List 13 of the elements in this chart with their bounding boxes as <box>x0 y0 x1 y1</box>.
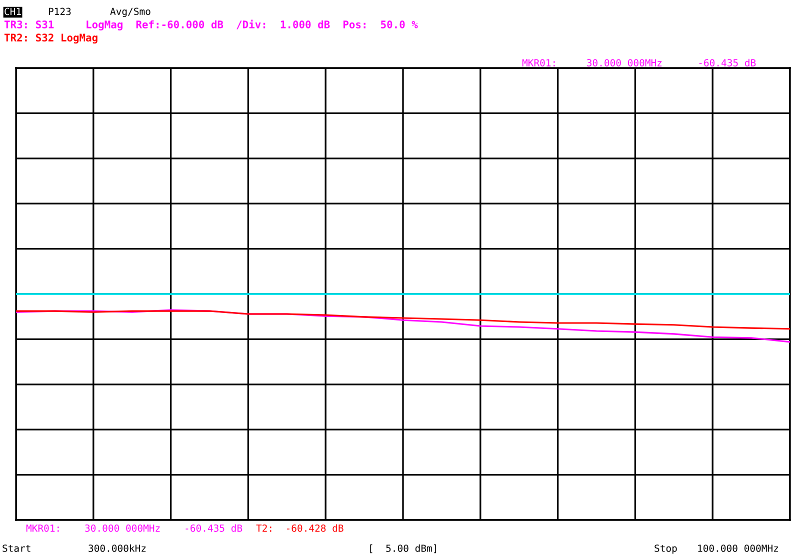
text: 100.000 000MHz <box>698 544 778 552</box>
text: [ 5.00 dBm] <box>370 544 436 554</box>
text: Avg/Smo <box>110 8 150 18</box>
text: P123 <box>48 8 71 16</box>
text: Stop <box>654 544 677 554</box>
text: T2: -60.428 dB <box>256 524 344 532</box>
text: TR3: S31 LogMag Ref:-60.000 dB /Div: 1.000 dB Pos: 50.0 % <box>4 20 418 30</box>
text: TR2: S32 LogMag <box>4 34 98 44</box>
text: Start <box>2 544 30 552</box>
text: CH1 <box>4 8 21 16</box>
text: 300.000kHz <box>88 544 146 552</box>
text: MKR01: 30.000 000MHz -60.435 dB <box>26 524 242 532</box>
text: MKR01: 30.000 000MHz -60.435 dB <box>522 58 756 66</box>
